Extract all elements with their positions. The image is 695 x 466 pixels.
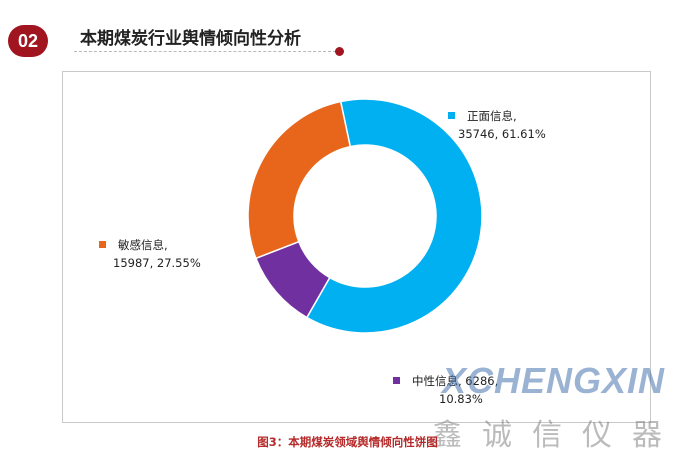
title-underline (74, 51, 336, 52)
data-label-sensitive-value: 15987, 27.55% (113, 256, 201, 270)
data-label-sensitive-name: 敏感信息, (118, 238, 168, 252)
data-label-positive: 正面信息, 35746, 61.61% (448, 107, 546, 143)
data-label-positive-name: 正面信息, (467, 109, 517, 123)
legend-swatch-positive (448, 112, 455, 119)
data-label-neutral: 中性信息, 6286, 10.83% (393, 372, 498, 408)
section-title: 本期煤炭行业舆情倾向性分析 (80, 29, 301, 49)
data-label-neutral-value: 10.83% (439, 392, 483, 406)
data-label-neutral-name: 中性信息, 6286, (412, 374, 499, 388)
donut-chart (247, 98, 483, 334)
data-label-sensitive: 敏感信息, 15987, 27.55% (99, 236, 201, 272)
legend-swatch-neutral (393, 377, 400, 384)
data-label-positive-value: 35746, 61.61% (458, 127, 546, 141)
chart-frame: 正面信息, 35746, 61.61% 敏感信息, 15987, 27.55% … (62, 71, 651, 423)
section-number-badge: 02 (8, 25, 48, 57)
donut-slice-sensitive (247, 100, 352, 260)
title-underline-dot (335, 47, 344, 56)
figure-caption: 图3：本期煤炭领域舆情倾向性饼图 (257, 435, 438, 449)
donut-slice-positive (305, 98, 483, 334)
legend-swatch-sensitive (99, 241, 106, 248)
